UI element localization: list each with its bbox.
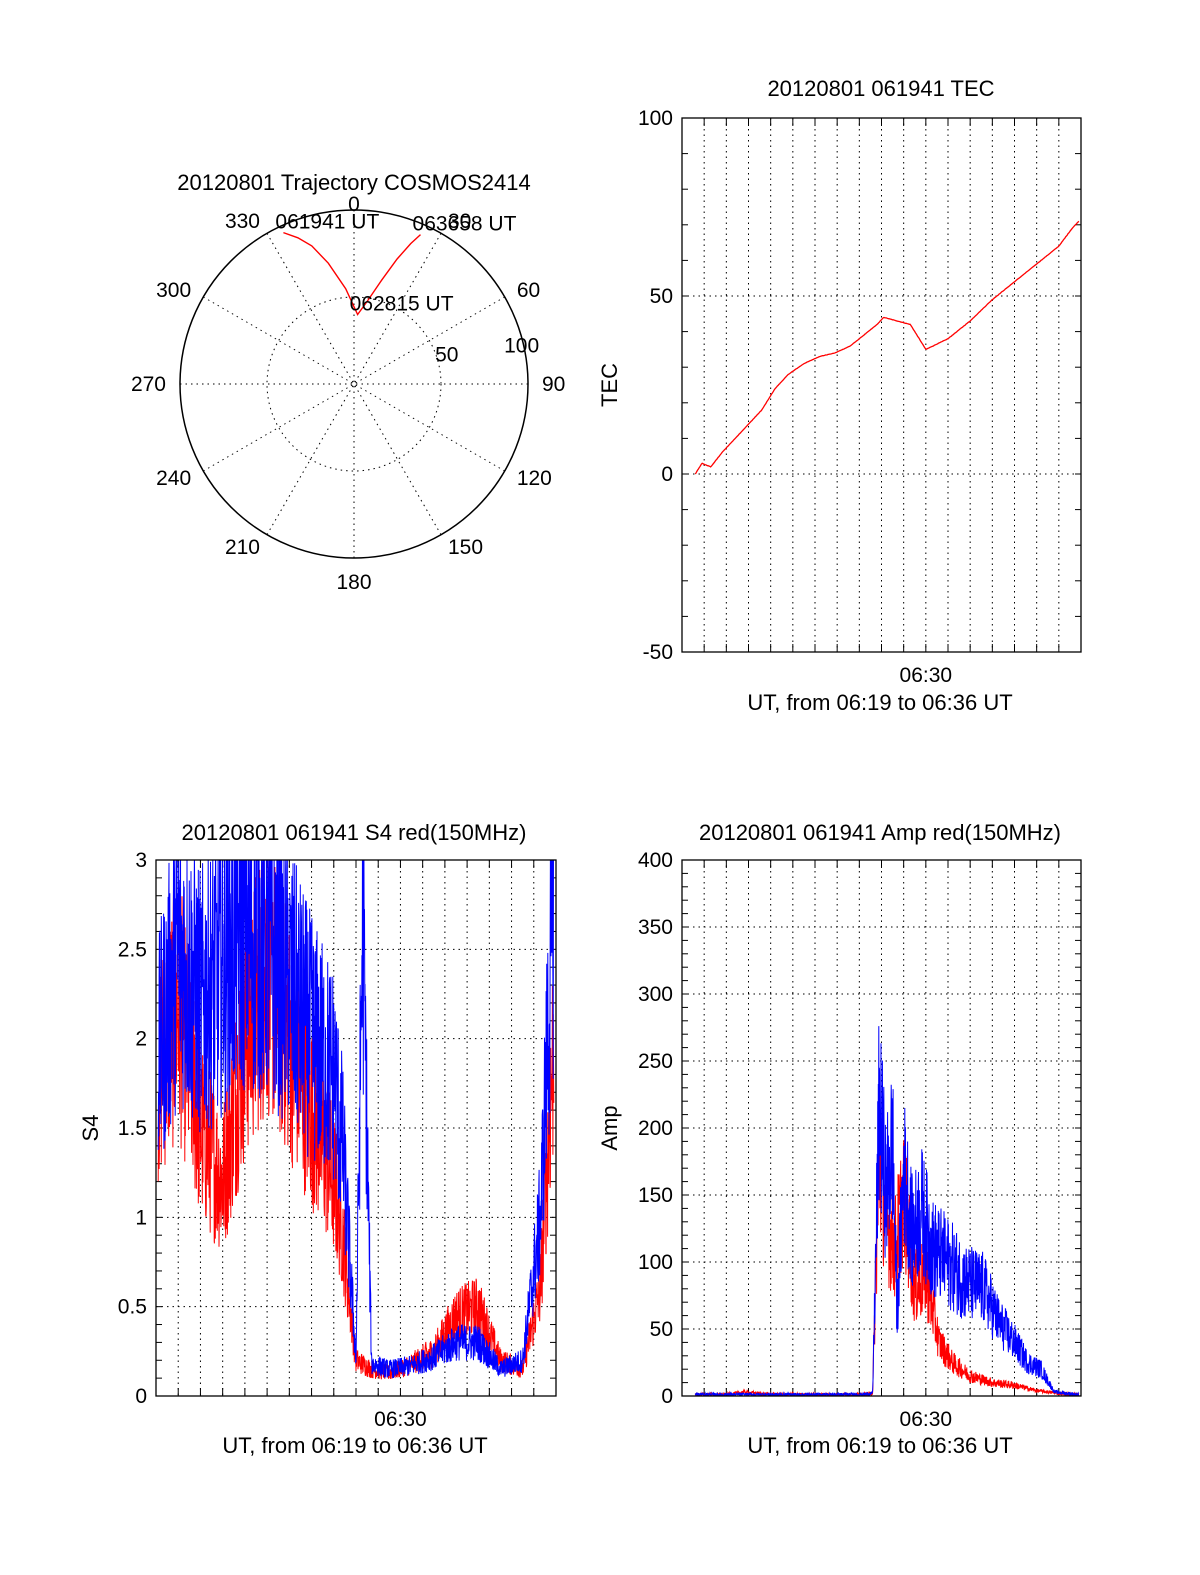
s4-x-axis-label: UT, from 06:19 to 06:36 UT: [222, 1433, 487, 1458]
s4-y-tick-label: 0.5: [118, 1296, 147, 1319]
s4-series: [157, 860, 555, 1380]
tec-x-tick-label: 06:30: [900, 664, 953, 687]
polar-spokes: [180, 210, 528, 558]
polar-angle-label: 330: [225, 210, 260, 233]
tec-y-tick-label: 100: [638, 107, 673, 130]
amp-ticks: 400 350 300 250 200 150 100 50 0 06:30: [638, 849, 1081, 1431]
tec-y-tick-label: 50: [650, 285, 673, 308]
polar-angle-label: 270: [131, 373, 166, 396]
tec-chart: 20120801 061941 TEC 100 50 0 -50 06:30 TEC U…: [597, 76, 1082, 715]
polar-angle-label: 60: [517, 279, 540, 302]
polar-radial-label: 100: [504, 335, 539, 358]
amp-chart: 20120801 061941 Amp red(150MHz) 400 350 30…: [597, 820, 1082, 1458]
polar-annotations: 061941 UT 062815 UT 063658 UT: [275, 211, 516, 316]
tec-y-axis-label: TEC: [597, 363, 622, 407]
tec-grid: [682, 118, 1081, 652]
tec-title: 20120801 061941 TEC: [767, 76, 994, 101]
amp-y-tick-label: 200: [638, 1117, 673, 1140]
amp-y-tick-label: 350: [638, 916, 673, 939]
tec-y-tick-label: 0: [661, 463, 673, 486]
s4-y-axis-label: S4: [78, 1115, 103, 1142]
s4-x-tick-label: 06:30: [374, 1408, 427, 1431]
polar-spoke-line: [203, 296, 505, 472]
s4-y-tick-label: 1.5: [118, 1117, 147, 1140]
amp-y-tick-label: 400: [638, 849, 673, 872]
trajectory-polar-chart: 20120801 Trajectory COSMOS2414 0 30 60 90 12…: [131, 170, 565, 594]
amp-y-tick-label: 150: [638, 1184, 673, 1207]
tec-ticks: 100 50 0 -50 06:30: [638, 107, 1081, 687]
amp-plot-frame: [681, 859, 1082, 1397]
polar-time-annotation: 063658 UT: [413, 213, 517, 236]
polar-angle-label: 210: [225, 536, 260, 559]
polar-angle-label: 30: [448, 210, 471, 233]
amp-series: [694, 1026, 1080, 1396]
polar-angle-label: 0: [348, 193, 360, 216]
amp-y-axis-label: Amp: [597, 1105, 622, 1150]
polar-outer-circle: [179, 209, 529, 559]
tec-plot-frame: [681, 117, 1082, 653]
amp-title: 20120801 061941 Amp red(150MHz): [699, 820, 1061, 845]
amp-y-tick-label: 0: [661, 1385, 673, 1408]
polar-time-annotation: 062815 UT: [350, 292, 454, 315]
polar-trajectory-series: [283, 231, 421, 316]
polar-spoke-line: [266, 233, 442, 535]
amp-y-tick-label: 300: [638, 983, 673, 1006]
amp-x-tick-label: 06:30: [900, 1408, 953, 1431]
polar-time-annotation: 061941 UT: [275, 211, 379, 234]
polar-title: 20120801 Trajectory COSMOS2414: [177, 170, 530, 195]
polar-angle-label: 240: [156, 467, 191, 490]
s4-series-line-2: [157, 860, 554, 1379]
polar-angle-label: 120: [517, 467, 552, 490]
s4-title: 20120801 061941 S4 red(150MHz): [182, 820, 527, 845]
tec-x-axis-label: UT, from 06:19 to 06:36 UT: [747, 690, 1012, 715]
polar-angle-label: 150: [448, 536, 483, 559]
amp-series-line-2: [694, 1026, 1080, 1396]
polar-inner-circle: [266, 296, 442, 472]
tec-series: [694, 220, 1080, 475]
amp-y-tick-label: 100: [638, 1251, 673, 1274]
s4-plot-frame: [155, 859, 557, 1397]
s4-y-tick-label: 1: [135, 1206, 147, 1229]
polar-angle-labels: 0 30 60 90 120 150 180 210 240 270 300 330: [131, 193, 565, 594]
polar-spoke-line: [266, 233, 442, 535]
polar-radial-label: 50: [435, 343, 458, 366]
s4-y-tick-label: 2: [135, 1028, 147, 1051]
tec-series-line-1: [694, 220, 1080, 475]
s4-y-tick-label: 3: [135, 849, 147, 872]
s4-chart: 20120801 061941 S4 red(150MHz) 3 2.5 2 1.5 1…: [78, 820, 557, 1458]
polar-angle-label: 90: [542, 373, 565, 396]
polar-angle-label: 300: [156, 279, 191, 302]
amp-y-tick-label: 250: [638, 1050, 673, 1073]
polar-angle-label: 180: [336, 571, 371, 594]
tec-y-tick-label: -50: [643, 641, 673, 664]
polar-trajectory-line-1: [283, 231, 421, 316]
s4-series-line-1: [157, 860, 555, 1380]
s4-y-tick-label: 0: [135, 1385, 147, 1408]
polar-radial-labels: 50 100: [435, 335, 539, 367]
amp-y-tick-label: 50: [650, 1318, 673, 1341]
s4-y-tick-label: 2.5: [118, 938, 147, 961]
polar-spoke-line: [203, 296, 505, 472]
amp-x-axis-label: UT, from 06:19 to 06:36 UT: [747, 1433, 1012, 1458]
